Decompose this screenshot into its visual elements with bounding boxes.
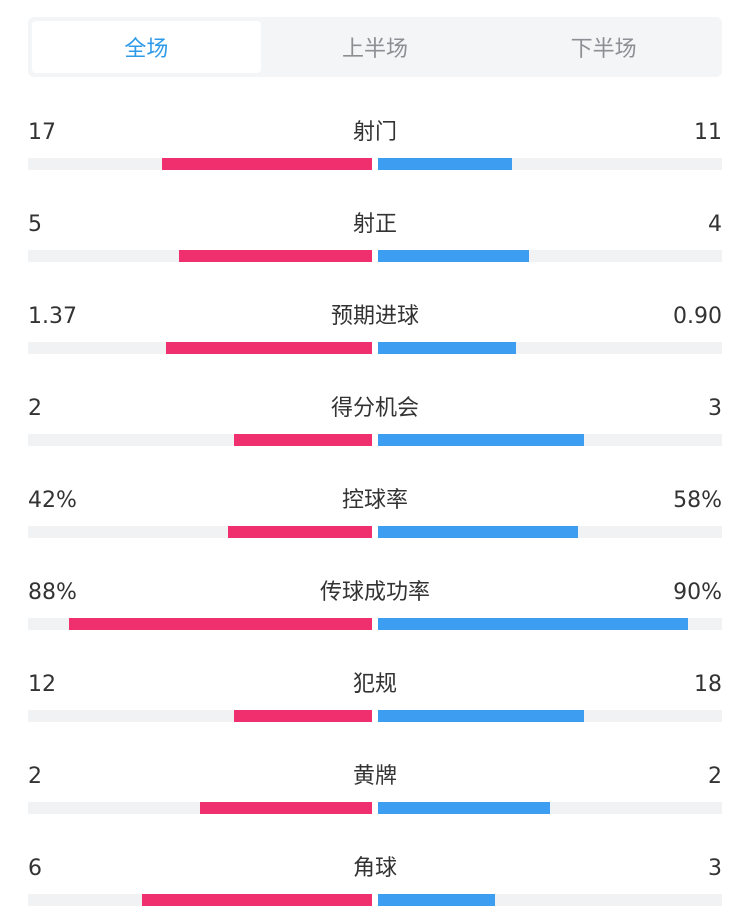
stat-row-big-chances: 2 得分机会 3 [28,394,722,454]
away-bar-track [378,526,722,538]
away-bar-fill [378,710,584,722]
home-bar-track [28,250,372,262]
stat-label: 控球率 [341,488,408,513]
home-bar-track [28,894,372,906]
home-value: 88% [28,580,77,605]
home-bar-fill [69,618,372,630]
stat-row-corners: 6 角球 3 [28,854,722,914]
away-bar-fill [378,342,516,354]
stat-label: 角球 [352,856,397,881]
stat-row-possession: 42% 控球率 58% [28,486,722,546]
away-bar-track [378,342,722,354]
away-value: 3 [708,856,722,881]
home-value: 5 [28,212,42,237]
stat-label: 犯规 [352,672,397,697]
tab-full-match[interactable]: 全场 [32,21,261,73]
away-bar-fill [378,158,512,170]
home-bar-track [28,802,372,814]
tab-first-half[interactable]: 上半场 [342,37,409,62]
home-bar-track [28,434,372,446]
home-bar-fill [162,158,372,170]
away-value: 18 [694,672,722,697]
away-bar-fill [378,434,584,446]
away-value: 4 [708,212,722,237]
home-value: 2 [28,764,42,789]
home-bar-fill [234,710,372,722]
home-bar-track [28,158,372,170]
away-bar-fill [378,526,578,538]
stat-label: 射门 [352,120,397,145]
home-value: 2 [28,396,42,421]
away-bar-track [378,710,722,722]
stat-row-shots: 17 射门 11 [28,118,722,178]
away-bar-track [378,802,722,814]
away-bar-track [378,250,722,262]
home-bar-fill [166,342,372,354]
away-value: 2 [708,764,722,789]
tab-second-half[interactable]: 下半场 [570,37,637,62]
home-bar-fill [200,802,372,814]
away-bar-track [378,158,722,170]
stat-row-pass-accuracy: 88% 传球成功率 90% [28,578,722,638]
home-value: 12 [28,672,56,697]
stat-row-shots-on-target: 5 射正 4 [28,210,722,270]
home-bar-fill [228,526,372,538]
period-tabs: 全场 上半场 下半场 [28,17,722,77]
away-bar-fill [378,618,688,630]
stat-label: 射正 [352,212,397,237]
stat-label: 传球成功率 [319,580,430,605]
away-bar-fill [378,250,529,262]
home-value: 6 [28,856,42,881]
stat-label: 预期进球 [330,304,419,329]
home-bar-fill [142,894,372,906]
away-value: 0.90 [673,304,722,329]
home-bar-track [28,526,372,538]
away-bar-track [378,434,722,446]
away-value: 3 [708,396,722,421]
away-bar-fill [378,894,495,906]
away-bar-track [378,894,722,906]
home-bar-fill [234,434,372,446]
away-bar-track [378,618,722,630]
home-bar-track [28,342,372,354]
home-value: 42% [28,488,77,513]
stat-label: 黄牌 [352,764,397,789]
home-bar-track [28,618,372,630]
stat-label: 得分机会 [330,396,419,421]
home-value: 1.37 [28,304,77,329]
home-bar-track [28,710,372,722]
stat-row-yellow-cards: 2 黄牌 2 [28,762,722,822]
away-value: 58% [673,488,722,513]
home-value: 17 [28,120,56,145]
home-bar-fill [179,250,372,262]
away-bar-fill [378,802,550,814]
stat-row-fouls: 12 犯规 18 [28,670,722,730]
stat-row-expected-goals: 1.37 预期进球 0.90 [28,302,722,362]
away-value: 90% [673,580,722,605]
away-value: 11 [694,120,722,145]
